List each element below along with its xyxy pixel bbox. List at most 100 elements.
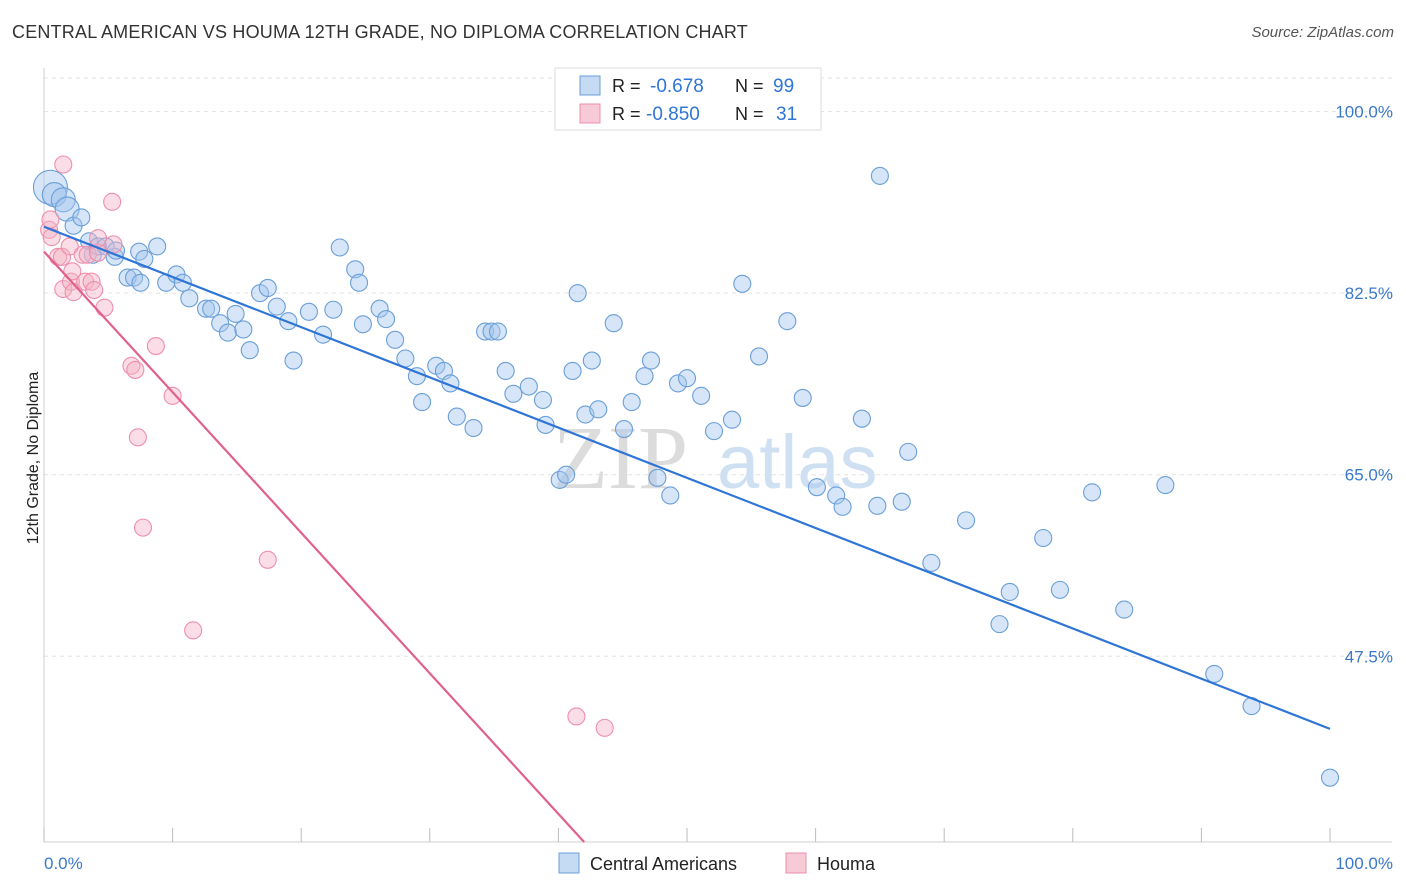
point-central-americans <box>563 361 582 381</box>
point-central-americans <box>533 390 553 410</box>
point-central-americans <box>234 320 253 339</box>
legend-n-value-1: 99 <box>773 76 794 97</box>
point-central-americans <box>899 442 918 461</box>
point-central-americans <box>284 351 303 370</box>
point-central-americans <box>733 274 752 293</box>
point-central-americans <box>299 302 318 321</box>
point-central-americans <box>1050 580 1069 599</box>
point-central-americans <box>1320 768 1340 787</box>
watermark: ZIP atlas <box>553 409 878 508</box>
x-tick-label-min: 0.0% <box>44 854 83 873</box>
legend-n-value-2: 31 <box>776 104 797 125</box>
point-central-americans <box>807 478 826 497</box>
point-central-americans <box>353 315 372 334</box>
source-label: Source: ZipAtlas.com <box>1251 24 1394 41</box>
point-houma <box>146 337 165 356</box>
point-houma <box>88 229 108 248</box>
series-houma-points <box>40 155 614 737</box>
point-central-americans <box>892 492 911 511</box>
point-central-americans <box>240 341 259 360</box>
point-houma <box>52 247 72 266</box>
point-central-americans <box>218 323 237 342</box>
point-houma <box>128 428 147 447</box>
point-central-americans <box>211 314 230 333</box>
point-central-americans <box>413 393 432 412</box>
point-central-americans <box>148 237 167 256</box>
watermark-atlas: atlas <box>717 420 878 505</box>
point-central-americans <box>488 322 508 341</box>
point-houma <box>184 621 203 640</box>
point-central-americans <box>668 374 688 393</box>
legend-r-value-1: -0.678 <box>650 76 704 97</box>
trend-line-houma <box>43 250 585 843</box>
point-central-americans <box>482 322 501 341</box>
point-central-americans <box>604 314 623 333</box>
point-central-americans <box>778 312 797 331</box>
x-ticks <box>43 828 1331 842</box>
legend-n-label-1: N = <box>735 76 764 96</box>
point-central-americans <box>692 386 711 405</box>
gridlines <box>44 77 1392 657</box>
y-tick-label: 100.0% <box>1335 103 1393 122</box>
trend-line-central-americans <box>43 225 1331 730</box>
point-houma <box>95 298 114 317</box>
point-houma <box>54 155 73 174</box>
point-houma <box>126 360 145 379</box>
point-central-americans <box>496 361 515 381</box>
legend-bottom-label-houma: Houma <box>817 854 876 874</box>
point-central-americans <box>519 377 538 396</box>
point-central-americans <box>180 289 199 308</box>
point-houma <box>73 245 92 264</box>
point-houma <box>133 518 153 537</box>
point-central-americans <box>386 330 405 349</box>
point-central-americans <box>370 299 389 318</box>
point-central-americans <box>749 347 769 366</box>
point-houma <box>567 707 586 726</box>
point-central-americans <box>622 393 641 412</box>
point-central-americans <box>557 465 576 484</box>
point-houma <box>63 262 82 281</box>
point-central-americans <box>793 388 812 407</box>
legend-r-label-1: R = <box>612 76 641 96</box>
point-central-americans <box>957 511 976 530</box>
point-central-americans <box>589 400 608 419</box>
point-central-americans <box>635 367 654 386</box>
point-central-americans <box>1115 600 1134 619</box>
point-central-americans <box>350 273 369 292</box>
legend-top-swatch-blue <box>579 75 601 96</box>
point-central-americans <box>324 300 343 319</box>
legend-bottom-swatch-blue <box>558 852 580 874</box>
series-central-americans-points <box>32 166 1340 787</box>
watermark-zip: ZIP <box>553 409 688 508</box>
legend-bottom: Central Americans Houma <box>558 852 876 874</box>
legend-top: R = -0.678 N = 99 R = -0.850 N = 31 <box>554 67 822 131</box>
point-central-americans <box>704 422 724 441</box>
point-central-americans <box>614 420 634 439</box>
point-central-americans <box>131 273 150 292</box>
point-houma <box>595 718 614 737</box>
point-central-americans <box>377 310 396 329</box>
point-central-americans <box>582 351 601 370</box>
point-central-americans <box>1000 582 1019 602</box>
legend-top-swatch-pink <box>579 103 601 124</box>
x-tick-label-max: 100.0% <box>1335 854 1393 873</box>
point-houma <box>103 192 122 211</box>
y-tick-labels: 47.5% 65.0% 82.5% 100.0% <box>1335 103 1393 667</box>
point-central-americans <box>661 486 680 505</box>
legend-n-label-2: N = <box>735 104 764 124</box>
point-central-americans <box>641 351 661 370</box>
point-central-americans <box>990 615 1009 634</box>
point-central-americans <box>346 260 365 279</box>
point-central-americans <box>1205 664 1224 683</box>
point-central-americans <box>677 369 697 388</box>
point-central-americans <box>72 208 91 227</box>
point-central-americans <box>476 322 495 341</box>
chart-title: CENTRAL AMERICAN VS HOUMA 12TH GRADE, NO… <box>12 22 748 42</box>
legend-bottom-swatch-pink <box>785 852 807 874</box>
point-houma <box>41 210 60 229</box>
y-tick-label: 47.5% <box>1345 647 1393 666</box>
point-central-americans <box>196 299 216 318</box>
point-central-americans <box>827 486 846 505</box>
point-central-americans <box>202 299 221 318</box>
